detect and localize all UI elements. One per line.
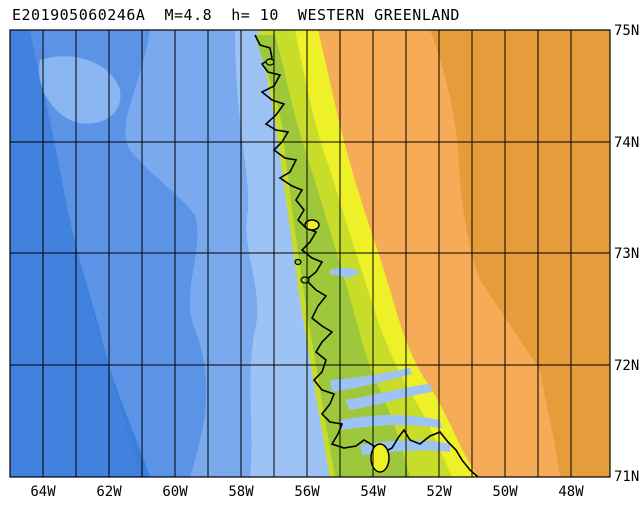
island-3 bbox=[294, 258, 302, 266]
lon-label: 60W bbox=[162, 484, 188, 500]
graticule bbox=[9, 29, 611, 478]
map-title: E201905060246A M=4.8 h= 10 WESTERN GREEN… bbox=[12, 6, 460, 24]
lon-label: 58W bbox=[228, 484, 254, 500]
lon-axis-labels: 64W 62W 60W 58W 56W 54W 52W 50W 48W bbox=[30, 484, 584, 500]
lat-label: 72N bbox=[614, 358, 639, 374]
lon-label: 62W bbox=[96, 484, 122, 500]
fjord-5 bbox=[330, 267, 360, 278]
lon-label: 48W bbox=[558, 484, 584, 500]
lowland bbox=[255, 35, 410, 477]
lon-label: 50W bbox=[492, 484, 518, 500]
map-frame bbox=[9, 29, 611, 478]
shelf-patch bbox=[39, 56, 121, 124]
lon-label: 52W bbox=[426, 484, 452, 500]
island-2 bbox=[370, 443, 390, 473]
lon-label: 54W bbox=[360, 484, 386, 500]
lat-label: 71N bbox=[614, 469, 639, 485]
island-1 bbox=[304, 219, 320, 231]
lat-label: 73N bbox=[614, 246, 639, 262]
fjord-3 bbox=[340, 415, 442, 430]
lat-label: 75N bbox=[614, 23, 639, 39]
lon-label: 64W bbox=[30, 484, 56, 500]
island-5 bbox=[265, 58, 275, 66]
lat-label: 74N bbox=[614, 135, 639, 151]
fjord-2 bbox=[345, 384, 432, 410]
lon-label: 56W bbox=[294, 484, 320, 500]
fjord-1 bbox=[330, 368, 412, 392]
island-4 bbox=[300, 276, 310, 284]
lat-axis-labels: 75N 74N 73N 72N 71N bbox=[614, 23, 639, 485]
